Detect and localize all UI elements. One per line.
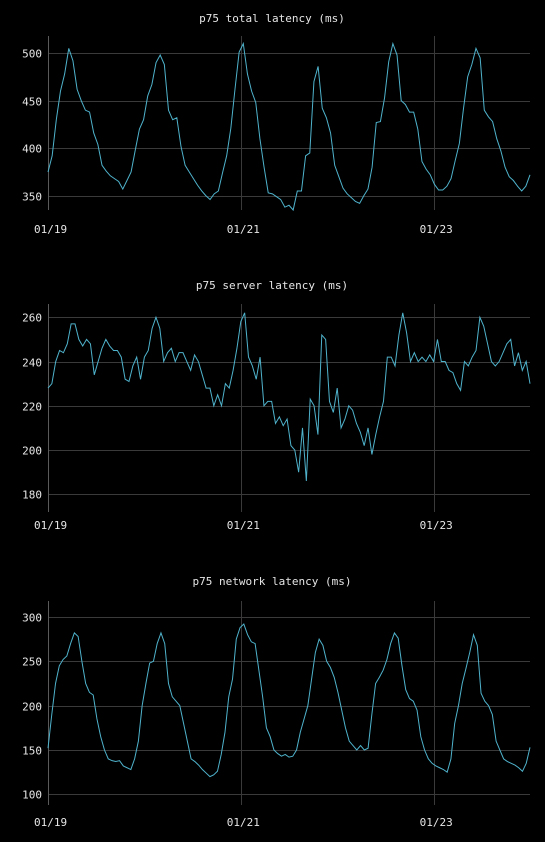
y-tick-label: 220 (22, 401, 42, 414)
y-tick-label: 200 (22, 701, 42, 714)
chart-title: p75 total latency (ms) (199, 12, 345, 25)
x-tick-label: 01/21 (227, 519, 260, 532)
chart-total-latency: p75 total latency (ms) 01/19 01/21 01/23 35… (22, 12, 531, 236)
chart-network-latency: p75 network latency (ms) 01/19 01/21 01/23… (22, 575, 531, 829)
chart-title: p75 server latency (ms) (196, 279, 348, 292)
x-tick-label: 01/21 (227, 816, 260, 829)
x-tick-label: 01/19 (34, 816, 67, 829)
y-tick-label: 350 (22, 191, 42, 204)
y-tick-label: 400 (22, 143, 42, 156)
x-tick-label: 01/23 (420, 519, 453, 532)
x-tick-label: 01/23 (420, 816, 453, 829)
x-tick-label: 01/19 (34, 223, 67, 236)
y-tick-label: 240 (22, 357, 42, 370)
chart-title: p75 network latency (ms) (193, 575, 352, 588)
y-tick-label: 260 (22, 312, 42, 325)
series-line (47, 623, 531, 778)
y-tick-label: 150 (22, 745, 42, 758)
x-tick-label: 01/19 (34, 519, 67, 532)
series-line (47, 41, 531, 212)
y-tick-label: 250 (22, 656, 42, 669)
x-tick-label: 01/21 (227, 223, 260, 236)
x-tick-label: 01/23 (420, 223, 453, 236)
y-tick-label: 200 (22, 445, 42, 458)
series-line (47, 312, 531, 482)
y-tick-label: 500 (22, 48, 42, 61)
y-tick-label: 100 (22, 789, 42, 802)
y-tick-label: 300 (22, 612, 42, 625)
chart-server-latency: p75 server latency (ms) 01/19 01/21 01/23 1… (22, 279, 531, 532)
y-tick-label: 450 (22, 96, 42, 109)
y-tick-label: 180 (22, 489, 42, 502)
